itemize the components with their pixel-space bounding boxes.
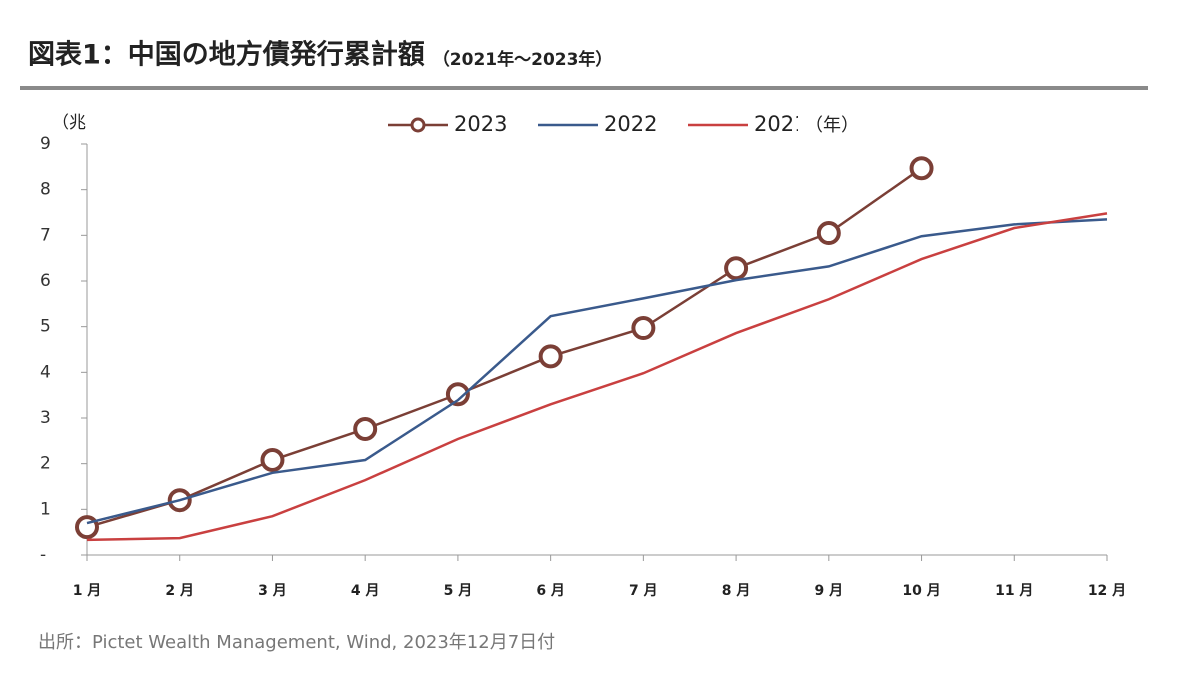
legend-label: 2023	[454, 112, 507, 136]
legend-label: 2022	[604, 112, 657, 136]
legend-unit-bg	[798, 110, 868, 140]
data-point	[445, 382, 470, 407]
y-tick-label: 5	[40, 317, 51, 337]
y-tick-label: 8	[40, 180, 51, 200]
x-tick-label: 12 月	[1088, 583, 1126, 599]
x-tick-label: 3 月	[258, 583, 287, 599]
data-point	[631, 316, 656, 341]
x-tick-label: 6 月	[536, 583, 565, 599]
series-line	[86, 167, 923, 529]
chart-subtitle: （2021年～2023年）	[433, 49, 613, 70]
x-tick-label: 1 月	[73, 583, 102, 599]
y-tick-label: 4	[40, 362, 51, 382]
y-tick-label: 1	[40, 499, 51, 519]
x-tick-label: 8 月	[722, 583, 751, 599]
data-point	[909, 156, 934, 181]
data-point	[353, 416, 378, 441]
x-tick-label: 9 月	[815, 583, 844, 599]
source-note: 出所：Pictet Wealth Management, Wind, 2023年…	[38, 632, 555, 653]
x-tick-label: 10 月	[902, 583, 940, 599]
data-point	[816, 221, 841, 246]
y-tick-label: 2	[40, 454, 51, 474]
x-tick-label: 4 月	[351, 583, 380, 599]
x-tick-label: 11 月	[995, 583, 1033, 599]
legend-marker	[410, 117, 426, 133]
data-point	[538, 344, 563, 369]
x-tick-label: 5 月	[444, 583, 473, 599]
series-line	[86, 212, 1108, 542]
data-point	[724, 256, 749, 281]
title-rule	[20, 86, 1148, 90]
y-tick-label: 9	[40, 134, 51, 154]
y-tick-label: 6	[40, 271, 51, 291]
y-tick-label: 3	[40, 408, 51, 428]
legend-unit: （年）	[805, 115, 859, 136]
x-tick-label: 2 月	[165, 583, 194, 599]
y-tick-label: -	[40, 545, 46, 565]
y-tick-label: 7	[40, 225, 51, 245]
y-axis-label: （兆	[52, 113, 86, 133]
chart-title: 図表1：中国の地方債発行累計額	[28, 39, 425, 71]
data-point	[260, 448, 285, 473]
series-line	[86, 218, 1108, 525]
x-tick-label: 7 月	[629, 583, 658, 599]
